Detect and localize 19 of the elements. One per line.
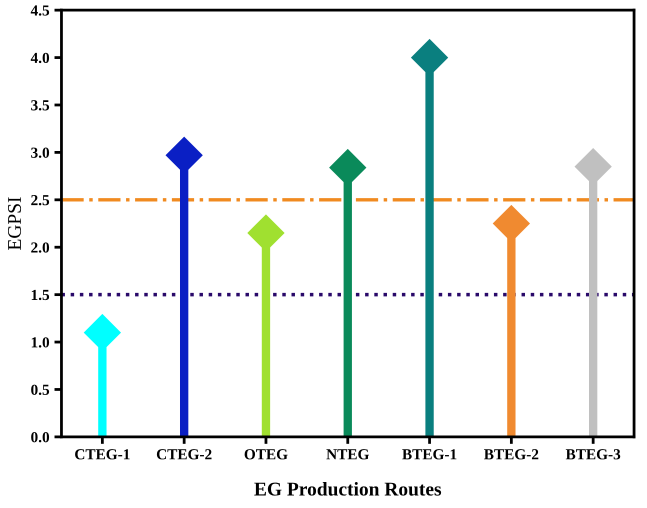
y-tick-label: 4.5 [30,5,50,16]
y-tick-label: 1.5 [32,290,50,300]
x-tick-label: OTEG [244,449,288,460]
x-tick-label: BTEG-3 [566,449,620,460]
x-axis-title: EG Production Routes [254,482,442,496]
x-tick-label: CTEG-1 [75,449,130,460]
y-tick-label: 0.5 [31,384,50,395]
y-tick-label: 4.0 [30,52,50,64]
x-tick-label: BTEG-1 [402,449,456,460]
y-tick-label: 0.0 [31,432,50,442]
y-axis-title: EGPSI [8,197,22,250]
y-tick-label: 2.0 [31,242,50,253]
y-tick-label: 2.5 [31,194,50,206]
x-tick-label: CTEG-2 [156,449,212,460]
y-tick-label: 3.0 [31,148,50,158]
x-tick-label: NTEG [326,449,369,460]
x-tick-label: BTEG-2 [484,449,538,460]
y-tick-label: 1.0 [32,337,50,348]
y-tick-label: 3.5 [31,100,50,111]
